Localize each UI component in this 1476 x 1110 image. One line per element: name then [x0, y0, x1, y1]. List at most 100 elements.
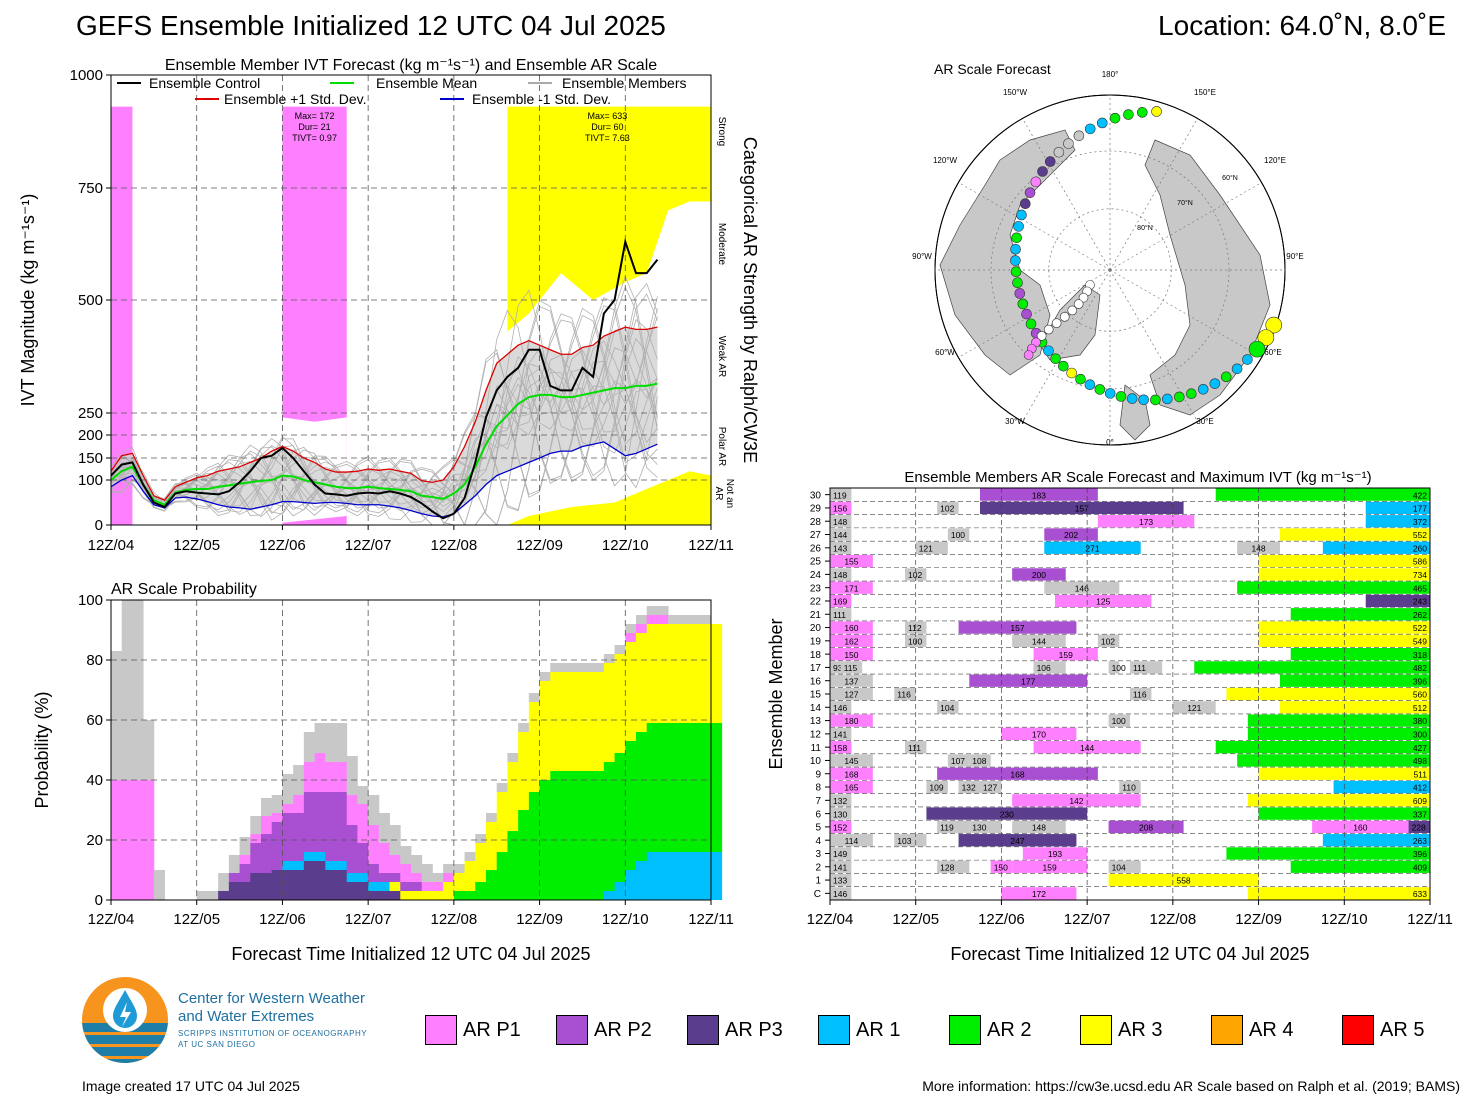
lon-label: 60°E	[1264, 348, 1281, 357]
member-segment	[894, 687, 916, 701]
member-segment	[830, 528, 852, 541]
prob-bar	[582, 663, 594, 672]
x-tick-label: 12Z/07	[345, 537, 392, 554]
x-tick-label: 12Z/11	[688, 537, 734, 554]
prob-bar	[603, 762, 615, 891]
prob-bar	[453, 891, 465, 900]
prob-bar	[464, 861, 476, 891]
member-max-ivt: 109	[929, 783, 943, 793]
member-max-ivt: 133	[833, 876, 847, 886]
member-segment	[969, 754, 991, 767]
prob-bar	[207, 891, 219, 900]
prob-bar	[443, 864, 455, 873]
members-xlabel: Forecast Time Initialized 12 UTC 04 Jul …	[950, 944, 1309, 964]
prob-bar	[700, 723, 712, 852]
ar-point	[1248, 340, 1266, 358]
member-label: 13	[810, 716, 822, 727]
legend-mean: Ensemble Mean	[376, 75, 477, 91]
prob-bar	[603, 663, 615, 762]
member-max-ivt: 482	[1413, 663, 1427, 673]
member-max-ivt: 116	[897, 690, 911, 700]
prob-bar	[303, 852, 315, 861]
member-max-ivt: 159	[1043, 862, 1057, 872]
prob-bar	[400, 864, 412, 882]
legend-swatch	[1080, 1015, 1112, 1045]
prob-bar	[614, 654, 626, 753]
ar-point	[1162, 393, 1173, 405]
x-tick-label: 12Z/04	[88, 537, 135, 554]
x-tick-label: 12Z/04	[807, 911, 854, 928]
ar-point	[1186, 388, 1197, 400]
frame	[110, 599, 712, 901]
prob-bar	[218, 873, 230, 891]
member-segment	[937, 767, 1098, 780]
prob-bar	[261, 816, 273, 834]
member-max-ivt: 150	[994, 862, 1008, 872]
member-max-ivt: 586	[1413, 557, 1427, 567]
ar-point	[1013, 221, 1024, 232]
prob-bar	[250, 843, 262, 873]
legend-members: Ensemble Members	[562, 75, 687, 91]
ar-point	[1066, 367, 1077, 379]
prob-bar	[111, 651, 123, 780]
ar-point	[1058, 360, 1069, 372]
prob-bar	[121, 600, 133, 780]
prob-bar	[571, 672, 583, 771]
ar-point	[1220, 371, 1232, 383]
member-segment	[1044, 528, 1098, 541]
ar-point	[1025, 318, 1037, 330]
member-max-ivt: 142	[1069, 796, 1083, 806]
member-segment	[1033, 647, 1098, 661]
prob-bar	[153, 870, 165, 900]
member-max-ivt: 263	[1413, 836, 1427, 846]
member-max-ivt: 100	[951, 530, 965, 540]
legend-ar-p2: AR P2	[556, 1015, 652, 1045]
prob-bar	[678, 615, 690, 624]
prob-bar	[293, 765, 305, 795]
prob-bar	[325, 792, 337, 861]
prob-bar	[368, 891, 380, 900]
legend-label: AR 2	[987, 1018, 1032, 1041]
y-tick-label: 200	[78, 427, 103, 444]
ar-point	[1115, 391, 1127, 402]
prob-bar	[486, 813, 498, 822]
prob-bar	[400, 846, 412, 864]
prob-bar	[368, 795, 380, 825]
member-max-ivt: 180	[844, 716, 858, 726]
member-label: 19	[810, 636, 822, 647]
prob-bar	[528, 693, 540, 702]
y-tick-label: 80	[86, 652, 103, 669]
lon-label: 180°	[1102, 70, 1119, 79]
member-label: 14	[810, 703, 822, 714]
prob-bar	[261, 834, 273, 873]
member-max-ivt: 162	[844, 636, 858, 646]
annotation-max: Max= 172	[295, 111, 335, 121]
member-line	[110, 314, 658, 526]
member-max-ivt: 372	[1413, 517, 1427, 527]
ar-band	[111, 106, 133, 525]
legend-swatch	[818, 1015, 850, 1045]
member-label: 7	[815, 796, 821, 807]
member-segment	[1226, 847, 1430, 860]
member-max-ivt: 144	[1032, 636, 1046, 646]
member-label: 3	[815, 849, 821, 860]
lon-label: 30°W	[1005, 417, 1025, 426]
member-segment	[1108, 661, 1120, 674]
prob-bar	[346, 873, 358, 882]
member-max-ivt: 111	[1133, 663, 1146, 673]
member-segment	[1365, 515, 1430, 528]
member-max-ivt: 119	[940, 823, 954, 833]
member-max-ivt: 93	[833, 663, 843, 673]
member-max-ivt: 107	[951, 756, 965, 766]
prob-bar	[518, 810, 530, 900]
member-segment	[830, 634, 873, 647]
legend-ar-5: AR 5	[1342, 1015, 1424, 1045]
member-segment	[1001, 887, 1077, 900]
member-segment	[1108, 860, 1141, 873]
member-segment	[1322, 541, 1430, 554]
annotation-tivt: TIVT= 0.97	[292, 133, 337, 143]
member-segment	[1247, 794, 1430, 807]
legend-control: Ensemble Control	[149, 75, 260, 91]
x-tick-label: 12Z/09	[1235, 911, 1282, 928]
prob-bar	[336, 870, 348, 900]
